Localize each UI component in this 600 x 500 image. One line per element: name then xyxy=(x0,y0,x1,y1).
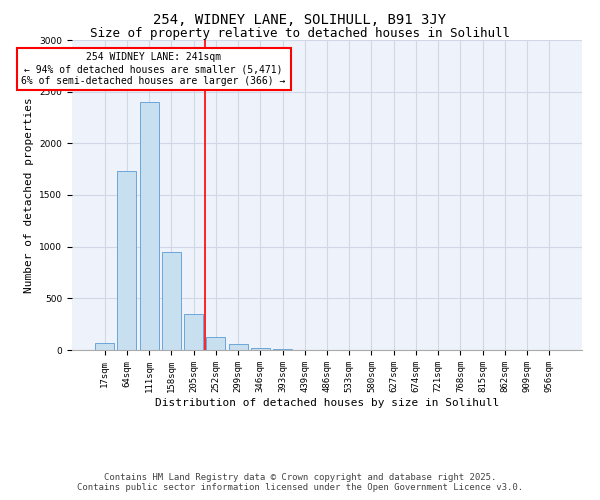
Bar xyxy=(184,314,203,350)
Bar xyxy=(162,252,181,350)
X-axis label: Distribution of detached houses by size in Solihull: Distribution of detached houses by size … xyxy=(155,398,499,407)
Text: Size of property relative to detached houses in Solihull: Size of property relative to detached ho… xyxy=(90,28,510,40)
Bar xyxy=(251,348,270,350)
Bar xyxy=(118,171,136,350)
Bar xyxy=(229,344,248,350)
Bar xyxy=(206,336,225,350)
Text: 254, WIDNEY LANE, SOLIHULL, B91 3JY: 254, WIDNEY LANE, SOLIHULL, B91 3JY xyxy=(154,12,446,26)
Y-axis label: Number of detached properties: Number of detached properties xyxy=(24,97,34,293)
Text: Contains HM Land Registry data © Crown copyright and database right 2025.
Contai: Contains HM Land Registry data © Crown c… xyxy=(77,473,523,492)
Text: 254 WIDNEY LANE: 241sqm
← 94% of detached houses are smaller (5,471)
6% of semi-: 254 WIDNEY LANE: 241sqm ← 94% of detache… xyxy=(22,52,286,86)
Bar xyxy=(140,102,158,350)
Bar xyxy=(95,343,114,350)
